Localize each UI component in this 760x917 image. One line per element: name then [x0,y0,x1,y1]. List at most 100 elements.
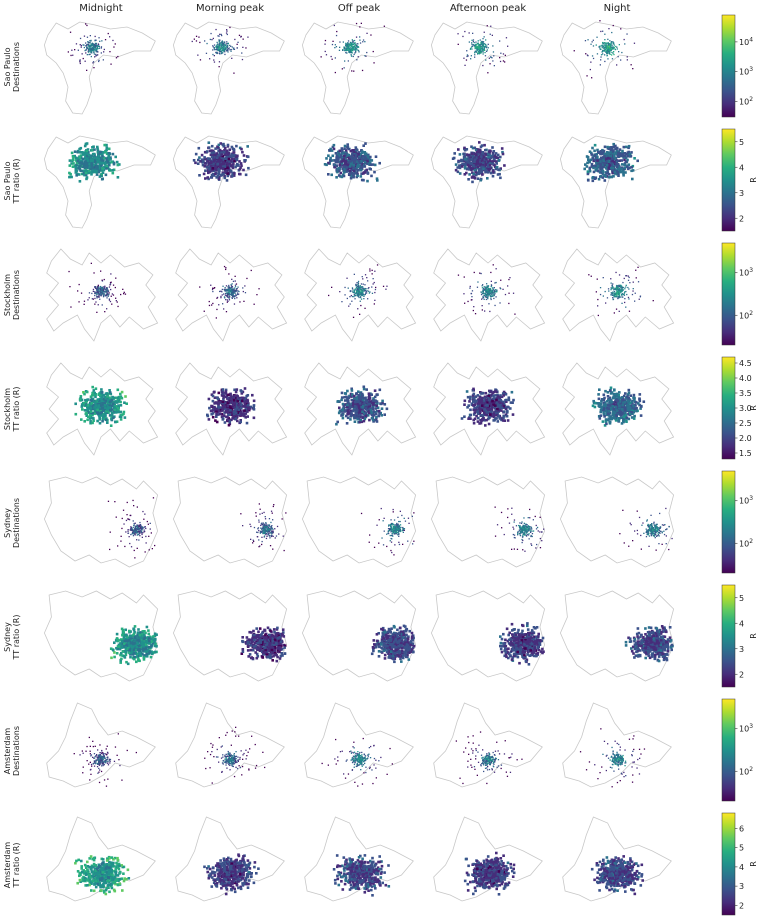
destination-dot [235,294,237,296]
destination-dot [354,47,356,49]
destination-dot [219,49,221,51]
tt-ratio-cell [218,163,221,167]
tt-ratio-cell [470,145,473,148]
tt-ratio-cell [622,170,625,173]
tt-ratio-cell [333,159,336,162]
tt-ratio-cell [595,161,598,165]
destination-dot [229,289,231,291]
destination-dot [233,287,235,289]
destination-dot [234,290,236,292]
tt-ratio-cell [226,145,230,148]
tt-ratio-cell [482,161,485,165]
destination-dot [79,62,81,65]
destination-dot [476,50,478,52]
destination-dot [226,288,229,291]
tt-ratio-cell [365,168,368,172]
city-outline [433,248,546,342]
tt-ratio-cell [481,173,484,176]
destination-dot [351,290,353,292]
tt-ratio-cell [612,175,615,178]
destination-dot [353,290,355,292]
destination-dot [486,49,488,51]
tt-ratio-cell [211,149,215,153]
tt-ratio-cell [100,411,103,414]
destination-dot [370,34,372,36]
destination-dot [507,45,509,47]
destination-dot [491,294,493,296]
destination-dot [95,293,98,295]
tt-ratio-cell [90,173,93,176]
destination-dot [342,41,344,43]
destination-dot [88,48,90,50]
tt-ratio-cell [488,162,492,165]
destination-dot [224,45,226,47]
tt-ratio-cell [114,155,117,159]
tt-ratio-cell [68,164,72,167]
destination-dot [355,46,357,48]
destination-dot [87,44,90,46]
destination-dot [86,24,88,27]
tt-ratio-cell [88,162,91,166]
tt-ratio-cell [363,151,367,154]
destination-dot [227,48,229,50]
destination-dot [605,46,607,48]
colorbar-tick-label: 104 [739,36,753,47]
tt-ratio-cell [479,145,483,149]
destination-dot [507,285,509,287]
destination-dot [357,288,360,290]
destination-dot [70,306,72,308]
tt-ratio-cell [478,150,482,153]
destination-dot [95,47,97,49]
tt-ratio-cell [340,175,344,179]
tt-ratio-cell [606,145,609,149]
destination-dot [228,297,230,299]
tt-ratio-cell [105,148,108,152]
destination-dot [487,72,489,74]
destination-dot [98,286,100,288]
destination-dot [93,272,95,274]
tt-ratio-cell [227,160,231,163]
destination-dot [480,48,482,50]
tt-ratio-cell [199,160,202,163]
tt-ratio-cell [104,399,108,402]
destination-dot [218,52,220,54]
tt-ratio-cell [344,162,347,166]
tt-ratio-cell [611,159,614,163]
destination-dot [609,44,611,46]
tt-ratio-cell [361,162,364,166]
destination-dot [346,52,348,54]
destination-dot [360,286,362,288]
destination-dot [97,289,99,291]
tt-ratio-cell [227,163,231,166]
tt-ratio-cell [493,171,496,174]
destination-dot [487,294,489,296]
tt-ratio-cell [211,168,215,171]
map-row: StockholmTT ratio (R)4.54.03.53.02.52.01… [3,356,758,460]
destination-dot [467,300,469,303]
destination-dot [98,37,100,39]
tt-ratio-cell [364,155,367,159]
tt-ratio-cell [100,177,104,181]
tt-ratio-cell [612,149,615,152]
destination-dot [212,290,214,293]
tt-ratio-cell [378,161,381,165]
destination-dot [611,58,614,60]
destination-dot [228,294,231,296]
destination-dot [360,298,363,300]
tt-ratio-cell [112,168,116,172]
destination-dot [485,47,488,49]
destination-dot [492,287,494,289]
tt-ratio-cell [594,164,597,168]
destination-dot [481,285,483,287]
destination-dot [358,295,360,297]
destination-dot [357,46,359,48]
destination-dot [93,53,96,55]
destination-dot [466,50,468,52]
destination-dot [94,291,96,293]
tt-ratio-cell [85,177,88,181]
destination-dot [97,304,99,306]
tt-ratio-cell [100,159,104,162]
tt-ratio-cell [74,412,78,416]
destination-dot [221,294,223,296]
destination-dot [599,47,601,49]
